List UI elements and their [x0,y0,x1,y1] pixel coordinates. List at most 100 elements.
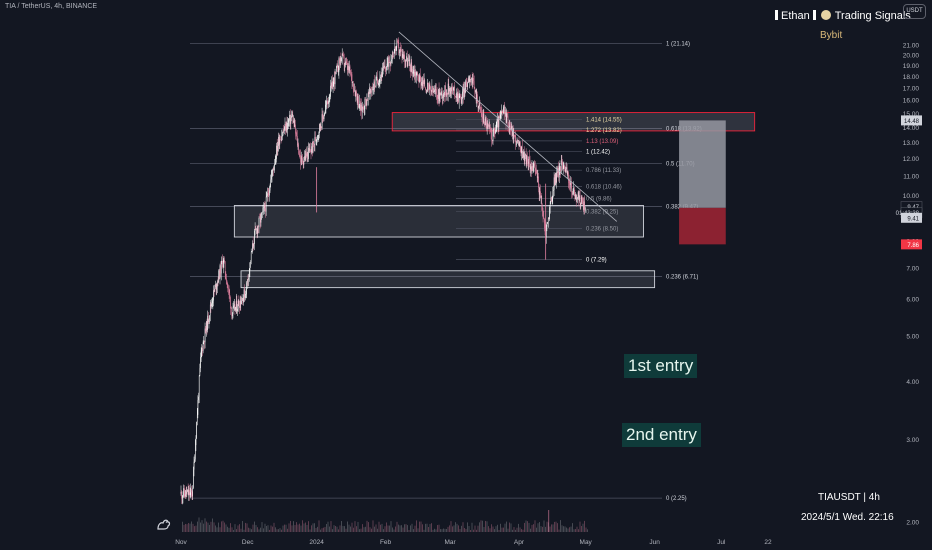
candle-body [573,187,575,196]
candle-body [349,66,351,73]
volume-bar [318,520,320,532]
volume-bar [555,521,557,532]
candle-body [401,50,402,51]
candle-body [571,182,572,193]
volume-bar [398,524,399,532]
candle-body [369,87,371,93]
candle-body [247,279,249,280]
volume-bar [449,525,450,532]
candle-body [333,77,335,82]
volume-bar [522,529,524,532]
candle-body [329,96,331,101]
price-tag-label: 9.41 [907,216,919,222]
candle-body [434,89,436,91]
volume-bar [539,522,540,532]
candle-body [395,46,397,51]
volume-bar [240,528,242,532]
y-tick-label: 2.00 [906,520,919,527]
candle-body [449,88,451,94]
volume-bar [335,525,336,532]
volume-bar [581,525,582,532]
candle-body [247,279,248,283]
candle-body [369,87,370,94]
candle-body [312,146,313,153]
candle-body [406,56,407,61]
candle-body [403,54,404,59]
volume-bar [510,523,512,532]
candle-body [585,208,586,211]
candle-body [569,182,570,186]
candle-body [459,95,461,97]
candle-body [330,85,331,97]
candle-body [490,127,492,134]
brand-author: Ethan [781,10,810,22]
candle-body [364,98,366,110]
candle-body [308,147,310,151]
volume-bar [546,521,548,532]
candle-body [320,126,322,128]
candle-body [323,116,324,120]
candle-body [355,91,357,97]
volume-bar [231,527,233,532]
volume-bar [266,525,267,532]
candle-body [399,52,400,53]
volume-bar [341,520,342,532]
volume-bar [363,527,365,532]
candle-body [282,134,283,137]
candle-body [562,167,564,170]
local-fib-label: 1 (12.42) [586,150,610,156]
volume-bar [536,527,537,532]
candle-body [279,139,281,145]
candle-body [237,308,238,312]
candle-body [255,228,257,230]
candle-body [458,93,459,102]
candle-body [578,192,580,202]
volume-bar [270,525,272,532]
candle-body [278,136,279,146]
candle-body [188,490,190,495]
volume-bar [338,529,339,532]
local-fib-label: 1.272 (13.82) [586,128,622,134]
candle-body [213,290,215,292]
candle-body [436,89,437,94]
tradingview-logo-icon [157,519,171,530]
volume-bar [297,524,299,532]
candle-body [570,182,571,186]
candle-body [404,54,405,62]
candle-body [307,151,309,159]
candle-body [447,83,449,95]
candle-body [457,93,459,102]
candle-body [538,176,539,188]
candle-body [362,106,363,113]
y-tick-label: 7.00 [906,265,919,272]
candle-body [561,161,563,162]
candle-body [497,119,498,122]
candle-body [182,495,184,498]
volume-bar [465,528,467,532]
volume-bar [531,524,533,532]
candle-body [417,75,419,81]
volume-bar [329,526,330,532]
currency-button[interactable]: USDT [903,4,926,19]
volume-bar [567,528,569,532]
candle-body [339,58,340,64]
candle-body [414,71,416,76]
candle-body [230,297,231,308]
candle-body [183,488,185,495]
candle-body [513,134,515,140]
volume-bar [503,527,504,532]
candle-body [431,86,433,93]
volume-bar [279,528,281,532]
volume-bar [416,520,417,532]
candle-body [455,96,456,98]
candle-body [527,156,528,162]
volume-bar [579,521,581,532]
volume-bar [438,524,440,532]
candle-body [264,205,266,209]
volume-bar [372,520,374,532]
candle-body [462,88,464,92]
y-tick-label: 4.00 [906,379,919,386]
candle-body [425,89,427,93]
volume-bar [405,524,407,532]
